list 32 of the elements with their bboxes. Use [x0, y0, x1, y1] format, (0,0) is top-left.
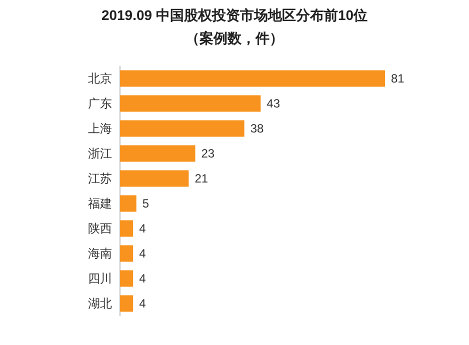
data-label: 21 — [194, 172, 208, 186]
y-tick-label: 四川 — [88, 272, 112, 286]
y-tick-label: 福建 — [88, 196, 112, 211]
bar — [120, 70, 385, 87]
data-label: 23 — [201, 146, 215, 161]
y-tick-label: 北京 — [88, 72, 112, 86]
chart-title: 2019.09 中国股权投资市场地区分布前10位 — [101, 7, 368, 23]
bar — [120, 220, 134, 237]
bar — [120, 245, 134, 262]
chart-subtitle: （案例数，件） — [186, 30, 284, 46]
bar — [120, 95, 261, 112]
bar — [120, 170, 189, 187]
bar — [120, 145, 196, 162]
data-label: 81 — [391, 72, 405, 86]
y-tick-label: 陕西 — [88, 222, 112, 236]
data-label: 4 — [139, 222, 146, 236]
y-tick-label: 湖北 — [88, 296, 112, 311]
data-label: 4 — [139, 272, 146, 286]
bar — [120, 195, 136, 212]
data-label: 4 — [139, 246, 146, 261]
bar — [120, 270, 134, 287]
y-tick-label: 江苏 — [88, 172, 112, 186]
data-label: 5 — [142, 196, 150, 211]
y-tick-label: 上海 — [88, 122, 112, 136]
bar — [120, 295, 134, 312]
y-tick-label: 海南 — [88, 246, 112, 261]
bar — [120, 120, 244, 137]
y-tick-label: 广东 — [88, 96, 112, 111]
data-label: 38 — [250, 122, 264, 136]
data-label: 4 — [139, 296, 146, 311]
data-label: 43 — [266, 96, 280, 111]
y-tick-label: 浙江 — [88, 146, 112, 161]
